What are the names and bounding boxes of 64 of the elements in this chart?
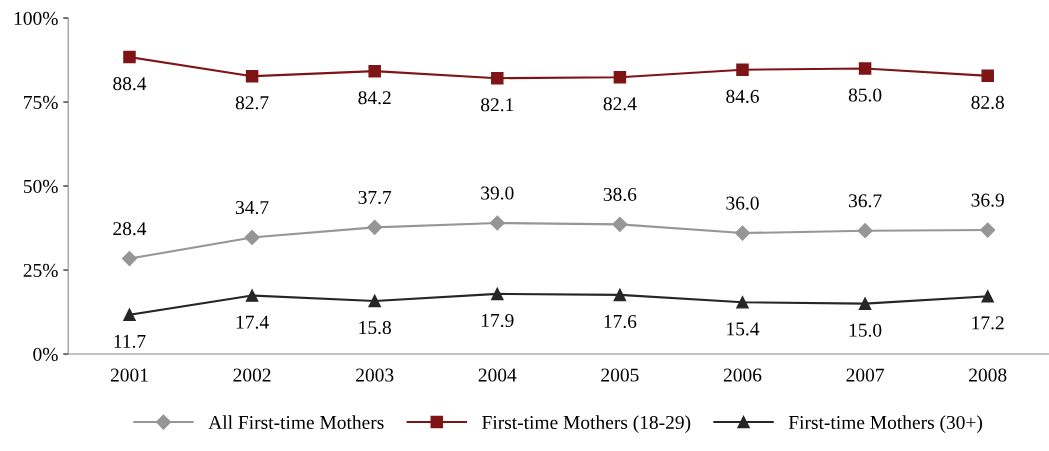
point <box>734 225 751 241</box>
x-tick-label: 2007 <box>846 368 884 382</box>
data-label: 37.7 <box>358 190 392 205</box>
point <box>613 288 627 302</box>
point <box>121 251 138 267</box>
point <box>491 287 504 301</box>
x-tick-label: 2004 <box>478 368 517 382</box>
data-label: 85.0 <box>848 88 882 102</box>
data-label: 15.4 <box>727 322 760 336</box>
data-label: 36.7 <box>849 194 882 208</box>
legend-label: First-time Mothers (18-29) <box>482 415 691 433</box>
point <box>858 62 872 75</box>
y-tick-label: 25% <box>23 263 58 278</box>
data-label: 39.0 <box>481 186 514 200</box>
data-label: 82.7 <box>235 96 269 110</box>
y-tick-label: 50% <box>23 179 58 194</box>
point <box>123 50 136 64</box>
point <box>613 70 627 84</box>
data-label: 11.7 <box>114 334 146 348</box>
point <box>612 216 628 232</box>
x-tick-label: 2008 <box>969 368 1007 382</box>
data-label: 88.4 <box>113 77 147 91</box>
y-tick-label: 0% <box>33 347 58 362</box>
point <box>858 297 872 310</box>
x-tick-label: 2003 <box>356 368 394 382</box>
data-label: 38.6 <box>603 187 637 202</box>
data-label: 36.9 <box>971 193 1004 207</box>
point <box>489 215 505 231</box>
data-label: 36.0 <box>726 196 759 210</box>
y-tick-label: 100% <box>14 11 58 26</box>
point <box>367 219 383 235</box>
point <box>980 222 996 238</box>
x-tick-label: 2006 <box>723 368 762 382</box>
y-tick-label: 75% <box>24 95 58 110</box>
legend-label: First-time Mothers (30+) <box>788 415 982 433</box>
data-label: 82.8 <box>971 95 1004 110</box>
point <box>368 64 381 78</box>
data-label: 17.6 <box>604 314 637 329</box>
point <box>245 69 259 83</box>
x-tick-label: 2001 <box>110 368 148 382</box>
data-label: 17.4 <box>236 315 269 329</box>
point <box>981 289 994 303</box>
data-label: 28.4 <box>113 222 147 236</box>
data-label: 84.2 <box>358 91 391 105</box>
data-label: 17.9 <box>481 313 514 328</box>
data-label: 82.1 <box>481 98 514 112</box>
point <box>491 71 504 85</box>
legend-label: All First-time Mothers <box>208 415 384 430</box>
point <box>123 308 136 321</box>
point <box>981 69 994 83</box>
point <box>245 289 259 302</box>
x-tick-label: 2005 <box>601 368 639 382</box>
data-label: 34.7 <box>236 200 269 215</box>
point <box>736 63 749 77</box>
point <box>244 229 260 246</box>
data-label: 15.0 <box>849 323 882 337</box>
point <box>736 296 749 309</box>
data-label: 15.8 <box>359 320 391 335</box>
point <box>857 223 873 239</box>
point <box>368 294 381 308</box>
data-label: 82.4 <box>603 97 637 111</box>
x-tick-label: 2002 <box>233 368 271 382</box>
data-label: 84.6 <box>726 89 759 103</box>
data-label: 17.2 <box>972 316 1004 330</box>
